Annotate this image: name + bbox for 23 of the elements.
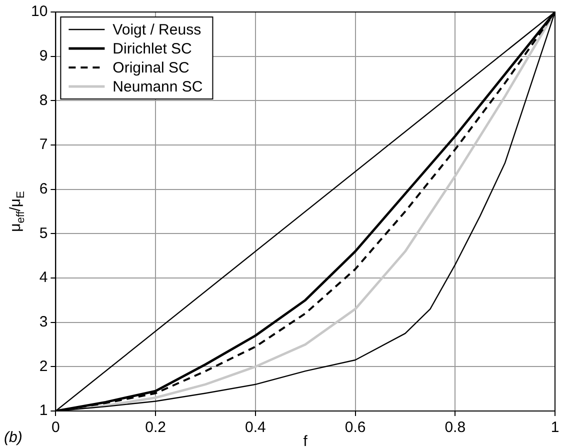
y-tick-label: 3: [39, 313, 48, 330]
legend-label: Dirichlet SC: [112, 40, 192, 58]
legend-label: Neumann SC: [112, 78, 203, 96]
x-tick-label: 1: [550, 419, 560, 436]
y-tick-label: 8: [39, 92, 48, 109]
y-tick-label: 10: [30, 3, 48, 20]
y-tick-label: 2: [39, 358, 48, 375]
text: (b): [4, 429, 22, 446]
y-tick-label: 4: [39, 269, 48, 286]
y-tick-label: 7: [39, 136, 48, 154]
y-tick-label: 6: [39, 180, 48, 198]
x-tick-label: 0.8: [444, 419, 466, 436]
x-axis-title: f: [303, 433, 308, 448]
x-tick-label: 0.6: [344, 419, 366, 436]
x-tick-label: 0.4: [244, 419, 266, 436]
x-tick-label: 0.2: [145, 419, 166, 436]
legend-label: Voigt / Reuss: [112, 22, 202, 39]
legend-label: Original SC: [112, 60, 190, 77]
y-axis-title: μeff/μE: [7, 191, 27, 232]
x-tick-label: 0: [52, 419, 60, 436]
y-tick-label: 5: [39, 224, 48, 242]
y-tick-label: 9: [39, 47, 48, 64]
y-tick-label: 1: [39, 402, 48, 420]
